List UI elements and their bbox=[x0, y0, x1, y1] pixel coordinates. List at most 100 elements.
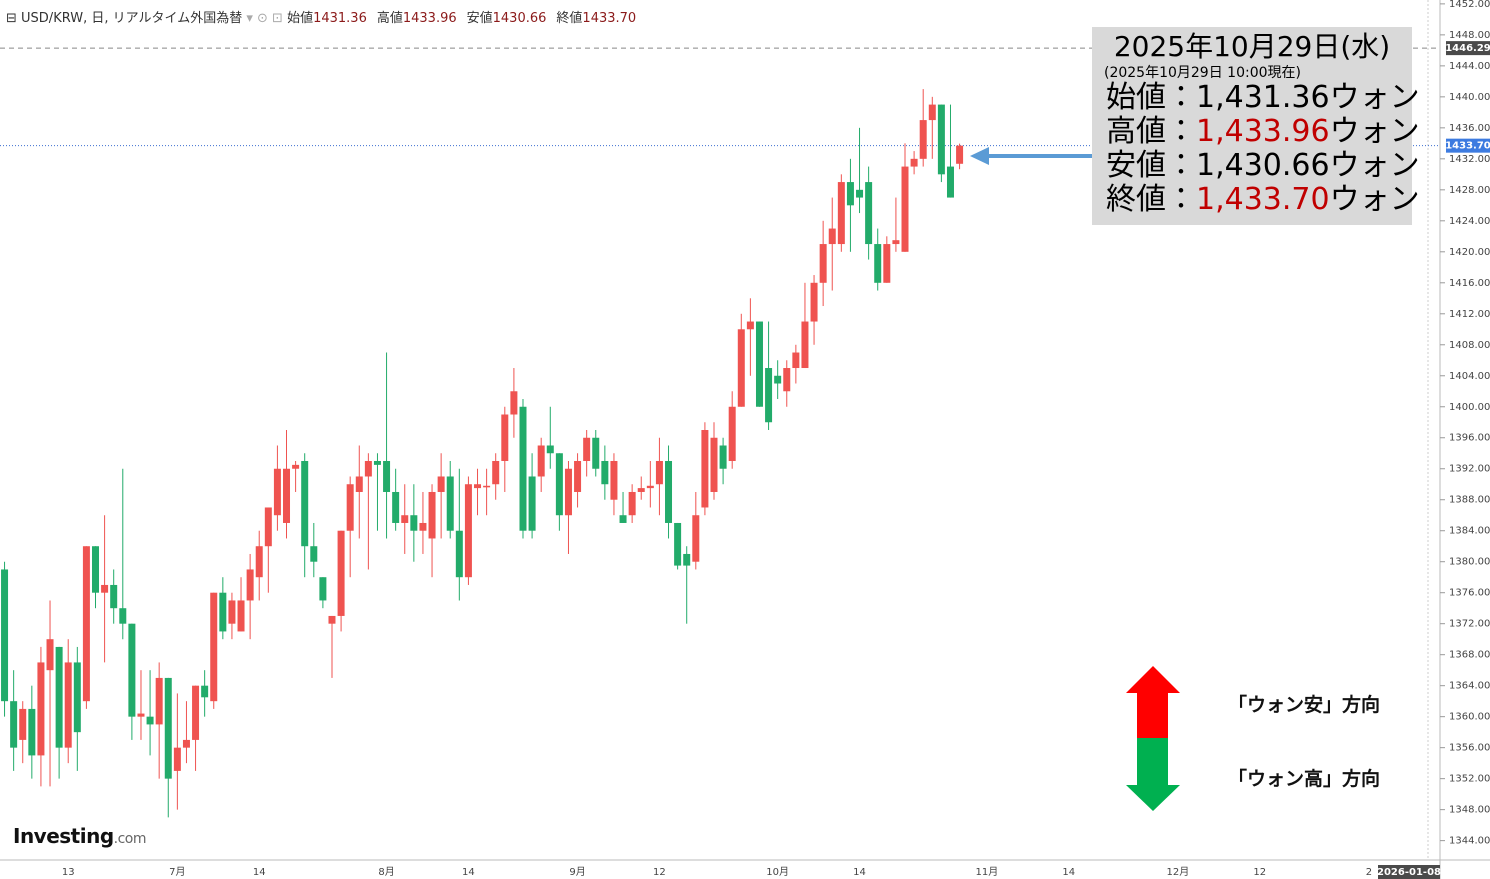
logo-text: Investing bbox=[13, 824, 114, 848]
y-tick-label: 1412.00 bbox=[1449, 309, 1490, 320]
candle-body bbox=[373, 460, 381, 465]
info-row: 始値：1,431.36ウォン bbox=[1092, 81, 1420, 115]
y-tick-label: 1408.00 bbox=[1449, 340, 1490, 351]
y-tick-label: 1396.00 bbox=[1449, 433, 1490, 444]
candle-body bbox=[164, 677, 172, 779]
candle-body bbox=[428, 491, 436, 539]
candle-body bbox=[19, 708, 27, 740]
candle-body bbox=[801, 321, 809, 369]
candle-body bbox=[683, 553, 691, 566]
candle-body bbox=[437, 476, 445, 492]
row-unit: ウォン bbox=[1329, 182, 1420, 217]
candle-body bbox=[255, 546, 263, 578]
x-tick-label: 12 bbox=[1253, 867, 1266, 878]
candle-body bbox=[937, 104, 945, 175]
row-label: 安値： bbox=[1106, 148, 1196, 183]
ohlc-stats: 始値1431.36 高値1433.96 安値1430.66 終値1433.70 bbox=[287, 11, 646, 26]
last-price-label: 1433.70 bbox=[1445, 141, 1490, 152]
y-tick-label: 1376.00 bbox=[1449, 588, 1490, 599]
candle-body bbox=[46, 639, 54, 671]
info-rows: 始値：1,431.36ウォン 高値：1,433.96ウォン 安値：1,430.66ウ… bbox=[1092, 81, 1420, 217]
direction-label: 「ウォン高」方向 bbox=[1228, 768, 1381, 790]
y-tick-label: 1436.00 bbox=[1449, 123, 1490, 134]
row-label: 高値： bbox=[1106, 114, 1196, 149]
x-tick-label: 11月 bbox=[975, 866, 998, 878]
candle-body bbox=[564, 468, 572, 516]
candle-body bbox=[601, 460, 609, 485]
candle-body bbox=[210, 592, 218, 702]
candle-body bbox=[346, 484, 354, 531]
candle-body bbox=[774, 375, 782, 384]
candle-body bbox=[537, 445, 545, 477]
candle-body bbox=[655, 460, 663, 485]
candle-body bbox=[483, 485, 491, 488]
candle-body bbox=[201, 685, 209, 698]
candle-body bbox=[292, 464, 300, 469]
candle-body bbox=[719, 445, 727, 469]
candle-body bbox=[337, 530, 345, 616]
candle-body bbox=[455, 530, 463, 578]
info-row: 安値：1,430.66ウォン bbox=[1092, 148, 1420, 183]
stat-label: 終値 bbox=[556, 11, 583, 26]
logo-suffix: .com bbox=[113, 831, 147, 847]
x-tick-label: 12 bbox=[653, 867, 666, 878]
candle-body bbox=[283, 468, 291, 523]
y-tick-label: 1384.00 bbox=[1449, 526, 1490, 537]
info-title: 2025年10月29日(水) bbox=[1113, 30, 1391, 63]
x-tick-label: 10月 bbox=[766, 866, 789, 878]
x-tick-label: 14 bbox=[462, 867, 475, 878]
candle-body bbox=[219, 592, 227, 632]
info-row: 高値：1,433.96ウォン bbox=[1092, 114, 1420, 149]
candle-body bbox=[737, 329, 745, 407]
candle-body bbox=[264, 507, 272, 547]
candle-body bbox=[419, 522, 427, 531]
y-tick-label: 1344.00 bbox=[1449, 836, 1490, 847]
stat-value: 1433.70 bbox=[582, 11, 637, 26]
candle-body bbox=[55, 646, 63, 748]
x-tick-label: 7月 bbox=[169, 866, 185, 878]
stat-value: 1433.96 bbox=[402, 11, 457, 26]
candle-body bbox=[246, 569, 254, 601]
candle-body bbox=[810, 282, 818, 322]
icon: ⊟ bbox=[6, 11, 22, 26]
candle-body bbox=[665, 460, 673, 523]
candle-body bbox=[492, 460, 500, 485]
candle-body bbox=[883, 244, 891, 283]
symbol-title: USD/KRW, 日, リアルタイム外国為替 bbox=[21, 11, 243, 26]
candle-body bbox=[583, 437, 591, 461]
candle-body bbox=[819, 244, 827, 283]
y-tick-label: 1424.00 bbox=[1449, 216, 1490, 227]
candle-body bbox=[228, 600, 236, 624]
down-arrow bbox=[1126, 738, 1180, 811]
candle-body bbox=[10, 701, 18, 748]
candle-body bbox=[182, 739, 190, 748]
candle-body bbox=[401, 515, 409, 523]
candle-body bbox=[574, 460, 582, 492]
stat-value: 1430.66 bbox=[492, 11, 547, 26]
candle-body bbox=[628, 491, 636, 516]
candle-body bbox=[73, 662, 81, 733]
candle-body bbox=[765, 368, 773, 423]
candle-body bbox=[101, 584, 109, 593]
candle-body bbox=[783, 368, 791, 392]
candle-body bbox=[328, 615, 336, 624]
cursor-date: 2026-01-08 bbox=[1377, 867, 1441, 878]
candle-body bbox=[510, 391, 518, 415]
y-tick-label: 1356.00 bbox=[1449, 743, 1490, 754]
candle-body bbox=[528, 476, 536, 531]
candle-body bbox=[637, 488, 645, 492]
y-tick-label: 1380.00 bbox=[1449, 557, 1490, 568]
candle-body bbox=[464, 484, 472, 578]
y-tick-label: 1400.00 bbox=[1449, 402, 1490, 413]
stat-label: 高値 bbox=[376, 11, 403, 26]
y-tick-label: 1420.00 bbox=[1449, 247, 1490, 258]
direction-label: 「ウォン安」方向 bbox=[1228, 694, 1381, 716]
candle-body bbox=[273, 468, 281, 516]
candle-body bbox=[555, 453, 563, 516]
candle-body bbox=[1, 569, 9, 702]
candle-body bbox=[310, 546, 318, 562]
y-tick-label: 1368.00 bbox=[1449, 650, 1490, 661]
candle-body bbox=[192, 685, 200, 740]
candle-body bbox=[28, 708, 36, 756]
